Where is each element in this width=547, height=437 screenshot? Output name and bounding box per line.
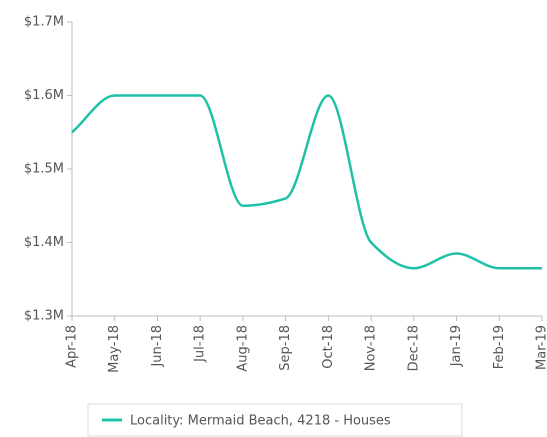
x-tick-label: Jan-19: [449, 325, 464, 367]
x-tick-label: Apr-18: [65, 325, 80, 368]
y-tick-label: $1.4M: [24, 235, 64, 250]
y-tick-label: $1.5M: [24, 162, 64, 177]
legend-label: Locality: Mermaid Beach, 4218 - Houses: [130, 414, 391, 429]
x-tick-label: Sep-18: [278, 325, 293, 371]
x-tick-label: Jul-18: [193, 325, 208, 363]
y-tick-label: $1.7M: [24, 15, 64, 30]
legend-box: [87, 403, 463, 437]
x-tick-label: Aug-18: [235, 325, 250, 372]
y-tick-label: $1.3M: [24, 309, 64, 324]
x-tick-label: Oct-18: [321, 325, 336, 369]
y-tick-label: $1.6M: [24, 88, 64, 103]
x-tick-label: Jun-18: [150, 325, 165, 368]
x-tick-label: Dec-18: [406, 325, 421, 371]
x-tick-label: Mar-19: [535, 325, 547, 370]
x-tick-label: May-18: [107, 325, 122, 373]
line: [71, 94, 542, 270]
x-tick-label: Nov-18: [364, 325, 379, 371]
x-tick-label: Feb-19: [492, 325, 507, 369]
